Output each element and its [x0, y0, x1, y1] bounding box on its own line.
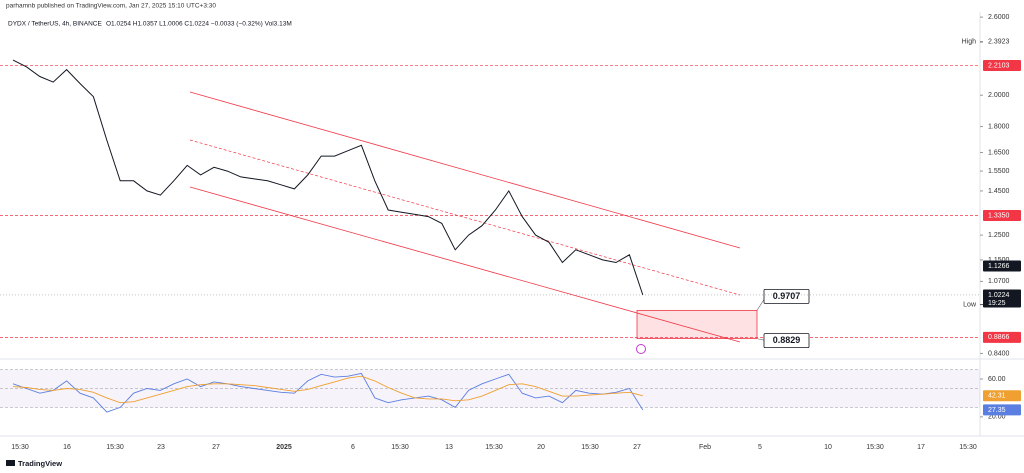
- level-label: 2.2103: [988, 62, 1010, 69]
- countdown: 19:25: [988, 300, 1006, 307]
- x-tick-label: 15:30: [581, 444, 599, 451]
- y-tick-label: 1.5500: [988, 168, 1010, 175]
- x-tick-label: 5: [758, 444, 762, 451]
- y-tick-label: 1.8000: [988, 123, 1010, 130]
- x-tick-label: 15:30: [866, 444, 884, 451]
- logo-mark: [6, 460, 15, 466]
- x-tick-label: 13: [445, 444, 453, 451]
- x-tick-label: 27: [212, 444, 220, 451]
- channel-middle: [189, 139, 741, 296]
- marker-label: 2.3923: [988, 39, 1010, 46]
- x-tick-label: 15:30: [391, 444, 409, 451]
- channel-lower: [189, 186, 741, 343]
- marker-name: High: [962, 39, 977, 46]
- x-tick-label: 27: [633, 444, 641, 451]
- last-price-tag: [983, 289, 1021, 308]
- y-tick-label: 0.8400: [988, 350, 1010, 357]
- rsi-y-tick-label: 60.00: [988, 376, 1006, 383]
- level-tag: [983, 210, 1021, 222]
- level-label: 0.8866: [988, 334, 1010, 341]
- x-tick-label: 16: [63, 444, 71, 451]
- y-tick-label: 1.0700: [988, 278, 1010, 285]
- rsi-last-tag: [983, 404, 1021, 416]
- annotation-label: 0.9707: [773, 291, 801, 301]
- x-tick-label: 15:30: [106, 444, 124, 451]
- price-tag: [983, 260, 1021, 272]
- level-tag: [983, 331, 1021, 343]
- symbol: DYDX / TetherUS, 4h, BINANCE: [8, 21, 102, 28]
- y-tick-label: 1.6500: [988, 149, 1010, 156]
- last-price-label: 1.0224: [988, 292, 1010, 299]
- x-tick-label: 23: [157, 444, 165, 451]
- y-tick-label: 1.4500: [988, 188, 1010, 195]
- level-label: 1.3350: [988, 212, 1010, 219]
- x-tick-label: 15:30: [959, 444, 977, 451]
- rsi-line: [12, 375, 643, 404]
- rsi-last-label: 42.31: [988, 393, 1006, 400]
- rsi-last-label: 27.35: [988, 407, 1006, 414]
- annotation-box: [763, 288, 810, 304]
- x-tick-label: 20: [537, 444, 545, 451]
- x-tick-label: 15:30: [485, 444, 503, 451]
- price-tag-label: 1.1266: [988, 263, 1010, 270]
- x-tick-label: Feb: [699, 444, 711, 451]
- x-tick-label: 17: [917, 444, 925, 451]
- target-zone: [636, 309, 758, 340]
- event-icon: [636, 344, 646, 354]
- x-tick-label: 10: [824, 444, 832, 451]
- y-tick-label: 2.0000: [988, 92, 1010, 99]
- marker-name: Low: [963, 301, 977, 308]
- rsi-line: [12, 372, 644, 413]
- channel-upper: [189, 91, 741, 249]
- x-tick-label: 15:30: [11, 444, 29, 451]
- rsi-last-tag: [983, 390, 1021, 402]
- level-tag: [983, 59, 1021, 71]
- x-tick-label: 6: [351, 444, 355, 451]
- publisher: parhamnb published on TradingView.com, J…: [6, 3, 216, 10]
- y-tick-label: 1.1500: [988, 257, 1010, 264]
- footer-text: TradingView: [18, 459, 62, 468]
- ohlc: O1.0254 H1.0357 L1.0006 C1.0224 −0.0033 …: [106, 21, 292, 28]
- rsi-y-tick-label: 20.00: [988, 414, 1006, 421]
- price-line: [12, 59, 644, 296]
- annotation-label: 0.8829: [773, 335, 801, 345]
- annotation-box: [763, 333, 810, 349]
- footer-logo: TradingView: [6, 459, 62, 468]
- x-tick-label: 2025: [276, 444, 292, 451]
- y-tick-label: 1.2500: [988, 232, 1010, 239]
- y-tick-label: 2.6000: [988, 14, 1010, 21]
